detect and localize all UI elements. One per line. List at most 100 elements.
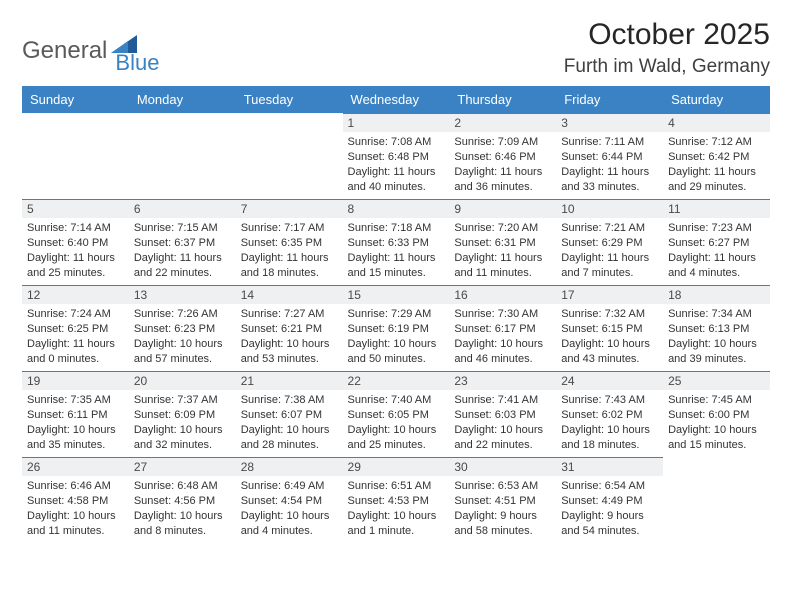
sunrise-line: Sunrise: 7:35 AM bbox=[27, 393, 124, 408]
day-details: Sunrise: 7:09 AMSunset: 6:46 PMDaylight:… bbox=[449, 132, 556, 196]
day-details: Sunrise: 7:12 AMSunset: 6:42 PMDaylight:… bbox=[663, 132, 770, 196]
day-details: Sunrise: 6:53 AMSunset: 4:51 PMDaylight:… bbox=[449, 476, 556, 540]
day-number: 17 bbox=[556, 285, 663, 304]
day-details: Sunrise: 7:26 AMSunset: 6:23 PMDaylight:… bbox=[129, 304, 236, 368]
daylight-line: Daylight: 10 hours and 57 minutes. bbox=[134, 337, 231, 367]
sunset-line: Sunset: 6:13 PM bbox=[668, 322, 765, 337]
daylight-line: Daylight: 10 hours and 15 minutes. bbox=[668, 423, 765, 453]
sunset-line: Sunset: 6:31 PM bbox=[454, 236, 551, 251]
day-number: 28 bbox=[236, 457, 343, 476]
daylight-line: Daylight: 10 hours and 46 minutes. bbox=[454, 337, 551, 367]
sunrise-line: Sunrise: 7:37 AM bbox=[134, 393, 231, 408]
daylight-line: Daylight: 11 hours and 4 minutes. bbox=[668, 251, 765, 281]
sunrise-line: Sunrise: 6:54 AM bbox=[561, 479, 658, 494]
calendar-cell: 13Sunrise: 7:26 AMSunset: 6:23 PMDayligh… bbox=[129, 285, 236, 371]
day-number: 3 bbox=[556, 113, 663, 132]
day-number: 29 bbox=[343, 457, 450, 476]
sunrise-line: Sunrise: 6:51 AM bbox=[348, 479, 445, 494]
day-details: Sunrise: 7:23 AMSunset: 6:27 PMDaylight:… bbox=[663, 218, 770, 282]
calendar-cell bbox=[663, 457, 770, 543]
sunrise-line: Sunrise: 7:08 AM bbox=[348, 135, 445, 150]
sunrise-line: Sunrise: 7:45 AM bbox=[668, 393, 765, 408]
day-number: 25 bbox=[663, 371, 770, 390]
daylight-line: Daylight: 10 hours and 11 minutes. bbox=[27, 509, 124, 539]
day-details: Sunrise: 7:11 AMSunset: 6:44 PMDaylight:… bbox=[556, 132, 663, 196]
daylight-line: Daylight: 11 hours and 25 minutes. bbox=[27, 251, 124, 281]
sunrise-line: Sunrise: 6:48 AM bbox=[134, 479, 231, 494]
day-number: 2 bbox=[449, 113, 556, 132]
sunset-line: Sunset: 6:27 PM bbox=[668, 236, 765, 251]
day-number: 19 bbox=[22, 371, 129, 390]
calendar-cell: 22Sunrise: 7:40 AMSunset: 6:05 PMDayligh… bbox=[343, 371, 450, 457]
calendar-cell: 16Sunrise: 7:30 AMSunset: 6:17 PMDayligh… bbox=[449, 285, 556, 371]
day-details: Sunrise: 6:51 AMSunset: 4:53 PMDaylight:… bbox=[343, 476, 450, 540]
day-details: Sunrise: 7:45 AMSunset: 6:00 PMDaylight:… bbox=[663, 390, 770, 454]
calendar-cell: 1Sunrise: 7:08 AMSunset: 6:48 PMDaylight… bbox=[343, 113, 450, 199]
daylight-line: Daylight: 10 hours and 32 minutes. bbox=[134, 423, 231, 453]
calendar-cell: 15Sunrise: 7:29 AMSunset: 6:19 PMDayligh… bbox=[343, 285, 450, 371]
daylight-line: Daylight: 11 hours and 18 minutes. bbox=[241, 251, 338, 281]
daylight-line: Daylight: 11 hours and 11 minutes. bbox=[454, 251, 551, 281]
sunset-line: Sunset: 6:33 PM bbox=[348, 236, 445, 251]
weekday-header: Monday bbox=[129, 86, 236, 113]
sunrise-line: Sunrise: 6:46 AM bbox=[27, 479, 124, 494]
daylight-line: Daylight: 10 hours and 22 minutes. bbox=[454, 423, 551, 453]
weekday-header: Tuesday bbox=[236, 86, 343, 113]
calendar-cell: 24Sunrise: 7:43 AMSunset: 6:02 PMDayligh… bbox=[556, 371, 663, 457]
calendar-cell: 8Sunrise: 7:18 AMSunset: 6:33 PMDaylight… bbox=[343, 199, 450, 285]
sunset-line: Sunset: 6:00 PM bbox=[668, 408, 765, 423]
day-details: Sunrise: 7:41 AMSunset: 6:03 PMDaylight:… bbox=[449, 390, 556, 454]
day-details: Sunrise: 7:43 AMSunset: 6:02 PMDaylight:… bbox=[556, 390, 663, 454]
calendar-cell bbox=[236, 113, 343, 199]
sunset-line: Sunset: 4:58 PM bbox=[27, 494, 124, 509]
day-details: Sunrise: 7:35 AMSunset: 6:11 PMDaylight:… bbox=[22, 390, 129, 454]
sunrise-line: Sunrise: 7:09 AM bbox=[454, 135, 551, 150]
daylight-line: Daylight: 11 hours and 22 minutes. bbox=[134, 251, 231, 281]
calendar-cell: 23Sunrise: 7:41 AMSunset: 6:03 PMDayligh… bbox=[449, 371, 556, 457]
calendar-week-row: 1Sunrise: 7:08 AMSunset: 6:48 PMDaylight… bbox=[22, 113, 770, 199]
calendar-cell: 30Sunrise: 6:53 AMSunset: 4:51 PMDayligh… bbox=[449, 457, 556, 543]
daylight-line: Daylight: 11 hours and 33 minutes. bbox=[561, 165, 658, 195]
day-number: 18 bbox=[663, 285, 770, 304]
sunrise-line: Sunrise: 7:21 AM bbox=[561, 221, 658, 236]
calendar-cell: 4Sunrise: 7:12 AMSunset: 6:42 PMDaylight… bbox=[663, 113, 770, 199]
sunrise-line: Sunrise: 7:20 AM bbox=[454, 221, 551, 236]
sunset-line: Sunset: 4:53 PM bbox=[348, 494, 445, 509]
calendar-cell: 31Sunrise: 6:54 AMSunset: 4:49 PMDayligh… bbox=[556, 457, 663, 543]
sunset-line: Sunset: 6:35 PM bbox=[241, 236, 338, 251]
sunset-line: Sunset: 6:15 PM bbox=[561, 322, 658, 337]
sunset-line: Sunset: 4:54 PM bbox=[241, 494, 338, 509]
calendar-cell: 29Sunrise: 6:51 AMSunset: 4:53 PMDayligh… bbox=[343, 457, 450, 543]
weekday-header-row: Sunday Monday Tuesday Wednesday Thursday… bbox=[22, 86, 770, 113]
calendar-cell: 10Sunrise: 7:21 AMSunset: 6:29 PMDayligh… bbox=[556, 199, 663, 285]
day-number: 22 bbox=[343, 371, 450, 390]
sunrise-line: Sunrise: 7:17 AM bbox=[241, 221, 338, 236]
daylight-line: Daylight: 11 hours and 29 minutes. bbox=[668, 165, 765, 195]
sunset-line: Sunset: 6:11 PM bbox=[27, 408, 124, 423]
day-number: 16 bbox=[449, 285, 556, 304]
day-details: Sunrise: 6:46 AMSunset: 4:58 PMDaylight:… bbox=[22, 476, 129, 540]
sunrise-line: Sunrise: 7:15 AM bbox=[134, 221, 231, 236]
calendar-cell bbox=[129, 113, 236, 199]
sunset-line: Sunset: 6:21 PM bbox=[241, 322, 338, 337]
day-number: 5 bbox=[22, 199, 129, 218]
sunrise-line: Sunrise: 7:27 AM bbox=[241, 307, 338, 322]
day-number: 11 bbox=[663, 199, 770, 218]
day-number: 23 bbox=[449, 371, 556, 390]
day-number: 7 bbox=[236, 199, 343, 218]
calendar-cell: 18Sunrise: 7:34 AMSunset: 6:13 PMDayligh… bbox=[663, 285, 770, 371]
sunrise-line: Sunrise: 7:40 AM bbox=[348, 393, 445, 408]
day-number: 15 bbox=[343, 285, 450, 304]
sunrise-line: Sunrise: 7:43 AM bbox=[561, 393, 658, 408]
day-number: 20 bbox=[129, 371, 236, 390]
calendar-cell: 9 Sunrise: 7:20 AMSunset: 6:31 PMDaylight… bbox=[449, 199, 556, 285]
daylight-line: Daylight: 9 hours and 54 minutes. bbox=[561, 509, 658, 539]
day-details: Sunrise: 6:54 AMSunset: 4:49 PMDaylight:… bbox=[556, 476, 663, 540]
calendar-cell: 11Sunrise: 7:23 AMSunset: 6:27 PMDayligh… bbox=[663, 199, 770, 285]
calendar-cell: 20Sunrise: 7:37 AMSunset: 6:09 PMDayligh… bbox=[129, 371, 236, 457]
sunset-line: Sunset: 6:29 PM bbox=[561, 236, 658, 251]
day-number: 9 bbox=[449, 199, 556, 218]
sunrise-line: Sunrise: 7:32 AM bbox=[561, 307, 658, 322]
daylight-line: Daylight: 10 hours and 25 minutes. bbox=[348, 423, 445, 453]
sunset-line: Sunset: 6:02 PM bbox=[561, 408, 658, 423]
